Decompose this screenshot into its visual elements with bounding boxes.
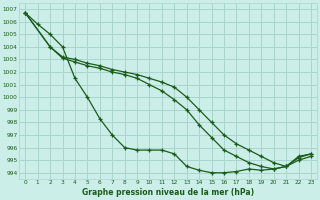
X-axis label: Graphe pression niveau de la mer (hPa): Graphe pression niveau de la mer (hPa) <box>82 188 254 197</box>
